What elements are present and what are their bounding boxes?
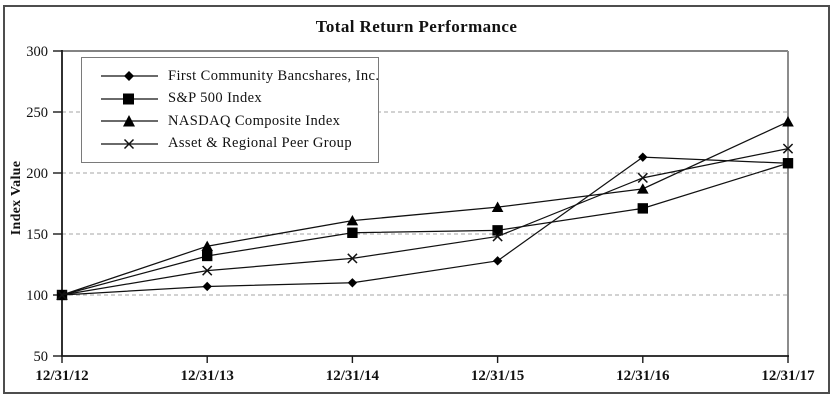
chart-title: Total Return Performance — [315, 17, 518, 36]
legend-item-first-community: First Community Bancshares, Inc. — [101, 66, 380, 86]
series-line-3 — [61, 147, 789, 296]
series-line-2 — [61, 121, 789, 296]
series-3-marker-x — [782, 143, 794, 154]
series-2-marker-triangle — [637, 183, 649, 194]
y-tick-label: 300 — [26, 44, 48, 60]
series-2-marker-triangle — [346, 214, 359, 226]
x-tick-label: 12/31/17 — [761, 368, 815, 384]
series-1-marker-square — [202, 250, 213, 262]
series-0-marker-diamond — [638, 152, 648, 162]
x-tick-label: 12/31/13 — [181, 368, 234, 384]
x-tick-label: 12/31/12 — [35, 368, 88, 384]
y-tick-label: 100 — [26, 288, 48, 304]
series-1-marker-square — [782, 158, 794, 169]
legend-marker-triangle-icon — [101, 115, 158, 127]
y-tick-label: 50 — [34, 349, 49, 365]
legend-label: Asset & Regional Peer Group — [168, 135, 352, 152]
series-2-marker-triangle — [491, 201, 504, 212]
y-tick-label: 200 — [26, 166, 48, 182]
legend-item-nasdaq: NASDAQ Composite Index — [101, 111, 378, 131]
series-1-marker-square — [492, 225, 503, 236]
series-3-marker-x — [56, 289, 68, 301]
series-3-marker-x — [202, 265, 213, 276]
series-0-marker-diamond — [492, 256, 503, 266]
series-0-marker-diamond — [202, 281, 212, 292]
series-2-marker-triangle — [782, 116, 794, 127]
series-3-marker-x — [492, 231, 503, 242]
legend-label: First Community Bancshares, Inc. — [168, 67, 380, 84]
series-line-1 — [61, 162, 789, 296]
legend-item-peer-group: Asset & Regional Peer Group — [101, 134, 378, 154]
legend-marker-square-icon — [101, 93, 158, 105]
x-tick-label: 12/31/14 — [326, 368, 380, 384]
x-tick-label: 12/31/15 — [471, 368, 524, 384]
series-3-marker-x — [347, 253, 358, 264]
legend-label: NASDAQ Composite Index — [168, 112, 341, 129]
series-line-0 — [61, 156, 789, 296]
series-1-marker-square — [637, 203, 648, 214]
y-tick-label: 250 — [26, 105, 48, 121]
series-0-marker-diamond — [347, 278, 358, 288]
legend-item-sp500: S&P 500 Index — [101, 89, 378, 109]
series-2-marker-triangle — [201, 240, 213, 251]
x-tick-label: 12/31/16 — [616, 368, 670, 384]
y-tick-label: 150 — [26, 227, 48, 243]
legend-label: S&P 500 Index — [168, 90, 263, 107]
series-1-marker-square — [347, 227, 358, 238]
series-3-marker-x — [637, 172, 648, 184]
legend-box: First Community Bancshares, Inc. S&P 500… — [81, 57, 379, 163]
legend-marker-diamond-icon — [101, 71, 158, 81]
legend-marker-x-icon — [101, 138, 158, 149]
